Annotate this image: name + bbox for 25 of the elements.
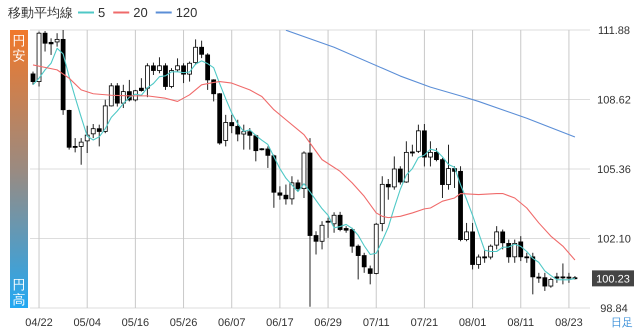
x-tick-label: 05/04 (73, 317, 101, 329)
x-tick-label: 06/17 (266, 317, 294, 329)
x-tick-label: 08/01 (458, 317, 486, 329)
x-tick-label: 06/29 (314, 317, 342, 329)
y-tick-label: 98.84 (600, 303, 628, 315)
legend-label: 120 (176, 5, 198, 20)
text: 円高 (12, 277, 26, 307)
x-tick-label: 08/11 (507, 317, 534, 329)
y-tick-label: 105.36 (597, 164, 631, 176)
text: 円安 (12, 33, 26, 63)
legend-label: 20 (133, 5, 148, 20)
x-tick-label: 05/26 (170, 317, 198, 329)
x-tick-label: 07/21 (410, 317, 438, 329)
text: 日足 (611, 317, 633, 329)
x-tick-label: 08/23 (555, 317, 583, 329)
y-tick-label: 102.10 (597, 234, 631, 246)
x-tick-label: 06/07 (218, 317, 246, 329)
y-tick-label: 108.62 (597, 94, 631, 106)
x-tick-label: 07/11 (362, 317, 390, 329)
x-tick-label: 05/16 (122, 317, 150, 329)
x-tick-label: 04/22 (25, 317, 53, 329)
legend-label: 5 (98, 5, 106, 20)
y-tick-label: 111.88 (598, 25, 630, 37)
legend-title: 移動平均線 (8, 5, 73, 20)
annotation: 100.23 (596, 273, 630, 286)
